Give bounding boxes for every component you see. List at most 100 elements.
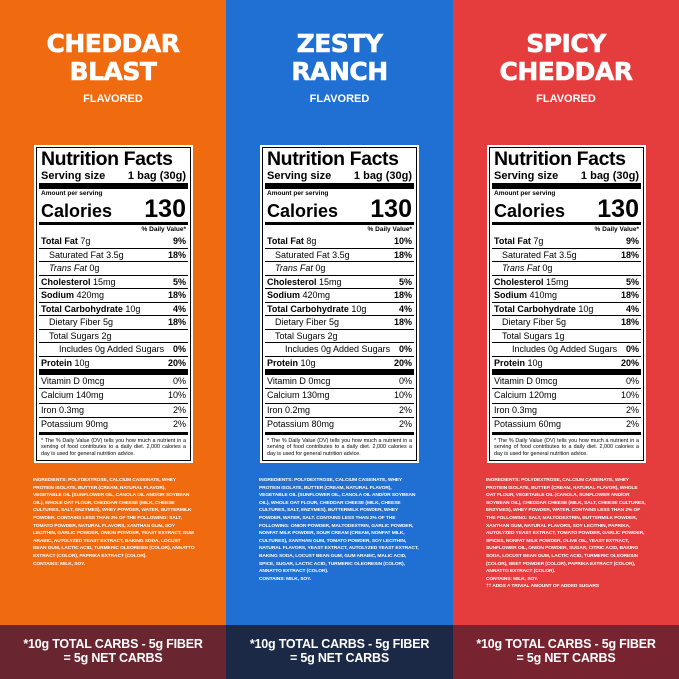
nutrient-name: Total Fat xyxy=(267,236,304,246)
flavored-tag: FLAVORED xyxy=(83,93,143,105)
calories-value: 130 xyxy=(144,195,186,223)
vitamin-row: Vitamin D 0mcg 0% xyxy=(492,375,641,388)
vitamin-row: Calcium 130mg 10% xyxy=(265,388,414,402)
nutrient-amount: 15mg xyxy=(93,276,116,287)
nutrient: Protein 10g xyxy=(267,357,316,370)
nutrient-amount: 1g xyxy=(554,330,565,341)
nutrient-row: Includes 0g Added Sugars 0% xyxy=(492,342,641,356)
nutrient-row: Includes 0g Added Sugars 0% xyxy=(265,342,414,356)
calories-label: Calories xyxy=(41,201,113,221)
footer-line: *10g TOTAL CARBS - 5g FIBER xyxy=(249,637,430,651)
nutrient-name: Sodium xyxy=(267,290,300,300)
vitamin-dv: 2% xyxy=(398,404,412,415)
vitamin-dv: 10% xyxy=(393,390,412,401)
nutrient-name: Includes 0g Added Sugars xyxy=(512,344,618,354)
nutrient: Trans Fat 0g xyxy=(275,262,325,275)
nutrient-row: Cholesterol 15mg 5% xyxy=(492,274,641,289)
serving-size: 1 bag (30g) xyxy=(353,170,412,182)
serving-label: Serving size xyxy=(41,170,106,182)
nutrient: Total Sugars 1g xyxy=(502,330,565,343)
nutrient: Saturated Fat 3.5g xyxy=(502,249,577,262)
vitamin-dv: 2% xyxy=(398,419,412,430)
ingredients-text: †† ADDS A TRIVIAL AMOUNT OF ADDED SUGARS xyxy=(486,584,599,590)
nutrient-dv: 18% xyxy=(620,290,639,300)
nutrient-row: Saturated Fat 3.5g 18% xyxy=(39,247,188,262)
nutrient-dv: 0% xyxy=(172,344,186,354)
flavor-title: CHEDDAR BLAST xyxy=(0,29,226,86)
nutrient-row: Dietary Fiber 5g 18% xyxy=(39,315,188,329)
nutrient-dv: 18% xyxy=(167,249,186,260)
nutrient-amount: 7g xyxy=(533,236,544,246)
nutrient: Trans Fat 0g xyxy=(49,262,99,275)
nutrient-amount: 7g xyxy=(80,236,91,246)
nutrition-label: Nutrition Facts Serving size 1 bag (30g) Am… xyxy=(260,145,419,463)
label-heading: Nutrition Facts xyxy=(267,148,399,170)
nutrient-dv: 0% xyxy=(625,344,639,354)
vitamin-dv: 2% xyxy=(172,404,186,415)
nutrient-dv: 18% xyxy=(393,290,412,300)
label-heading: Nutrition Facts xyxy=(494,148,626,170)
vitamin-dv: 10% xyxy=(167,390,186,401)
nutrient-row: Saturated Fat 3.5g 18% xyxy=(265,247,414,262)
nutrient-name: Trans Fat xyxy=(502,263,540,273)
nutrient-row: Protein 10g 20% xyxy=(39,355,188,375)
nutrient-name: Total Sugars xyxy=(502,330,553,341)
nutrient: Trans Fat 0g xyxy=(502,262,552,275)
footer-line: *10g TOTAL CARBS - 5g FIBER xyxy=(23,637,203,651)
nutrient-amount: 2g xyxy=(101,330,112,341)
nutrient-amount: 0g xyxy=(89,263,100,273)
nutrient-row: Includes 0g Added Sugars 0% xyxy=(39,342,188,356)
nutrient-name: Saturated Fat xyxy=(502,249,557,260)
nutrient-amount: 10g xyxy=(300,357,316,368)
ingredients-text: CONTAINS: MILK, SOY. xyxy=(33,561,85,567)
nutrient: Cholesterol 15mg xyxy=(41,276,116,289)
vitamin-name: Iron 0.2mg xyxy=(267,404,311,415)
vitamin-dv: 0% xyxy=(172,376,186,386)
vitamin-row: Vitamin D 0mcg 0% xyxy=(265,375,414,388)
nutrient-amount: 3.5g xyxy=(106,249,124,260)
nutrient-dv: 4% xyxy=(172,303,186,314)
nutrient: Cholesterol 15mg xyxy=(267,276,342,289)
nutrient-name: Total Fat xyxy=(494,236,531,246)
amount-per-serving: Amount per serving xyxy=(267,190,329,197)
flavor-title: SPICY CHEDDAR xyxy=(453,29,679,86)
vitamin-dv: 2% xyxy=(625,419,639,430)
nutrient-row: Total Fat 7g 9% xyxy=(492,235,641,248)
nutrient-row: Saturated Fat 3.5g 18% xyxy=(492,247,641,262)
nutrient-amount: 8g xyxy=(306,236,317,246)
vitamin-dv: 0% xyxy=(398,376,412,386)
nutrient-name: Dietary Fiber xyxy=(49,317,101,327)
vitamin-name: Potassium 60mg xyxy=(494,419,562,430)
nutrient-dv: 20% xyxy=(167,357,186,368)
vitamin-row: Potassium 60mg 2% xyxy=(492,417,641,431)
nutrient-amount: 10g xyxy=(351,303,367,314)
nutrient-name: Protein xyxy=(41,357,73,368)
ingredients-text: CONTAINS: MILK, SOY. xyxy=(486,576,538,582)
ingredients-text: INGREDIENTS: POLYDEXTROSE, CALCIUM CASEI… xyxy=(486,478,646,575)
nutrient-row: Protein 10g 20% xyxy=(492,355,641,375)
nutrient-name: Total Fat xyxy=(41,236,78,246)
nutrient-row: Cholesterol 15mg 5% xyxy=(265,274,414,289)
title-line: SPICY xyxy=(526,29,607,58)
calories-label: Calories xyxy=(494,201,566,221)
nutrient: Total Carbohydrate 10g xyxy=(267,303,366,316)
nutrient-row: Dietary Fiber 5g 18% xyxy=(265,315,414,329)
nutrient-amount: 0g xyxy=(315,263,326,273)
nutrient-row: Total Fat 7g 9% xyxy=(39,235,188,248)
nutrient-amount: 0g xyxy=(542,263,553,273)
nutrient-row: Trans Fat 0g xyxy=(492,261,641,275)
nutrient-dv: 4% xyxy=(398,303,412,314)
nutrient-row: Protein 10g 20% xyxy=(265,355,414,375)
vitamin-name: Iron 0.3mg xyxy=(41,404,85,415)
nutrient: Total Sugars 2g xyxy=(49,330,112,343)
dv-header: % Daily Value* xyxy=(367,226,412,233)
dv-header: % Daily Value* xyxy=(141,226,186,233)
nutrient-row: Sodium 420mg 18% xyxy=(265,288,414,302)
nutrient-row: Dietary Fiber 5g 18% xyxy=(492,315,641,329)
nutrient-name: Cholesterol xyxy=(494,276,544,287)
nutrient-amount: 10g xyxy=(578,303,594,314)
nutrient: Dietary Fiber 5g xyxy=(502,316,566,329)
nutrient-row: Trans Fat 0g xyxy=(265,261,414,275)
nutrient-name: Total Carbohydrate xyxy=(494,303,576,314)
